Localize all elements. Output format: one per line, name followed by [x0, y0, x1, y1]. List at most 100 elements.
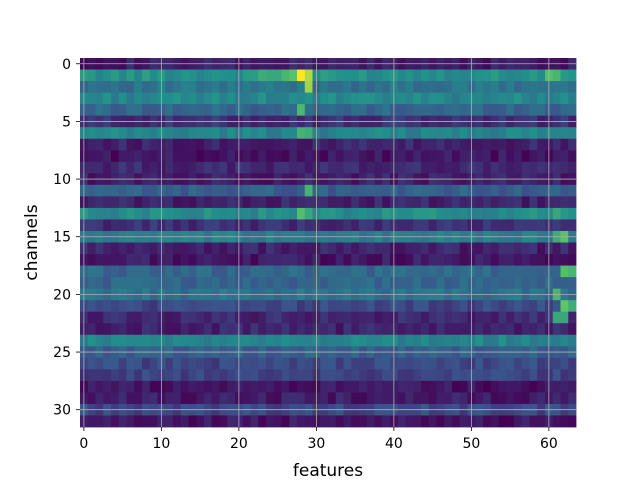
heatmap-cell [273, 127, 282, 140]
heatmap-cell [328, 392, 337, 405]
heatmap-cell [444, 265, 453, 278]
heatmap-cell [328, 92, 337, 105]
heatmap-cell [204, 81, 213, 93]
heatmap-cell [552, 207, 561, 220]
heatmap-cell [134, 161, 143, 174]
heatmap-cell [103, 380, 112, 393]
heatmap-cell [498, 392, 507, 405]
heatmap-cell [328, 69, 337, 82]
heatmap-cell [289, 380, 298, 393]
heatmap-cell [281, 254, 290, 266]
heatmap-cell [227, 69, 236, 82]
heatmap-cell [560, 104, 569, 117]
heatmap-cell [506, 254, 515, 266]
heatmap-cell [459, 334, 468, 347]
heatmap-cell [126, 81, 135, 93]
heatmap-cell [359, 104, 368, 117]
heatmap-cell [506, 415, 515, 428]
heatmap-cell [142, 207, 151, 220]
heatmap-cell [103, 104, 112, 117]
heatmap-cell [227, 161, 236, 174]
heatmap-cell [320, 277, 329, 290]
heatmap-cell [289, 150, 298, 163]
heatmap-cell [126, 380, 135, 393]
heatmap-cell [568, 265, 577, 278]
heatmap-cell [173, 415, 182, 428]
heatmap-cell [95, 300, 104, 313]
heatmap-cell [118, 392, 127, 405]
heatmap-cell [490, 265, 499, 278]
heatmap-cell [374, 380, 383, 393]
heatmap-cell [111, 92, 120, 105]
heatmap-cell [405, 334, 414, 347]
heatmap-cell [382, 69, 391, 82]
heatmap-cell [111, 127, 120, 140]
heatmap-cell [483, 104, 492, 117]
heatmap-cell [490, 196, 499, 209]
heatmap-cell [111, 161, 120, 174]
heatmap-cell [242, 104, 251, 117]
heatmap-cell [506, 369, 515, 382]
heatmap-cell [514, 184, 523, 197]
heatmap-cell [436, 161, 445, 174]
heatmap-cell [490, 380, 499, 393]
heatmap-cell [452, 334, 461, 347]
heatmap-cell [328, 380, 337, 393]
heatmap-cell [297, 300, 306, 313]
heatmap-cell [382, 357, 391, 370]
heatmap-cell [188, 392, 197, 405]
heatmap-cell [204, 161, 213, 174]
heatmap-cell [103, 357, 112, 370]
heatmap-cell [165, 196, 174, 209]
heatmap-cell [281, 161, 290, 174]
heatmap-cell [374, 300, 383, 313]
heatmap-cell [413, 300, 422, 313]
heatmap-cell [498, 300, 507, 313]
heatmap-cell [483, 161, 492, 174]
heatmap-cell [359, 415, 368, 428]
heatmap-cell [413, 392, 422, 405]
heatmap-cell [180, 277, 189, 290]
heatmap-cell [242, 138, 251, 151]
heatmap-cell [289, 415, 298, 428]
heatmap-cell [459, 138, 468, 151]
heatmap-cell [475, 104, 484, 117]
heatmap-cell [95, 242, 104, 255]
heatmap-cell [297, 184, 306, 197]
heatmap-cell [521, 104, 530, 117]
heatmap-cell [560, 265, 569, 278]
heatmap-cell [514, 242, 523, 255]
heatmap-cell [87, 369, 96, 382]
heatmap-cell [211, 311, 220, 324]
heatmap-cell [568, 357, 577, 370]
heatmap-cell [289, 219, 298, 232]
heatmap-cell [413, 334, 422, 347]
heatmap-cell [149, 127, 158, 140]
heatmap-cell [475, 334, 484, 347]
heatmap-cell [413, 415, 422, 428]
heatmap-cell [95, 334, 104, 347]
heatmap-cell [568, 323, 577, 336]
heatmap-cell [149, 265, 158, 278]
heatmap-cell [149, 207, 158, 220]
heatmap-cell [165, 300, 174, 313]
heatmap-cell [250, 380, 259, 393]
heatmap-cell [266, 207, 275, 220]
heatmap-cell [521, 242, 530, 255]
heatmap-cell [521, 254, 530, 266]
heatmap-cell [359, 184, 368, 197]
heatmap-cell [297, 219, 306, 232]
heatmap-cell [219, 277, 228, 290]
heatmap-cell [118, 150, 127, 163]
heatmap-cell [258, 380, 267, 393]
heatmap-cell [149, 161, 158, 174]
heatmap-cell [413, 81, 422, 93]
heatmap-cell [211, 138, 220, 151]
heatmap-cell [188, 219, 197, 232]
heatmap-cell [514, 150, 523, 163]
heatmap-cell [273, 300, 282, 313]
heatmap-cell [490, 369, 499, 382]
heatmap-cell [103, 69, 112, 82]
heatmap-cell [149, 392, 158, 405]
heatmap-cell [475, 81, 484, 93]
